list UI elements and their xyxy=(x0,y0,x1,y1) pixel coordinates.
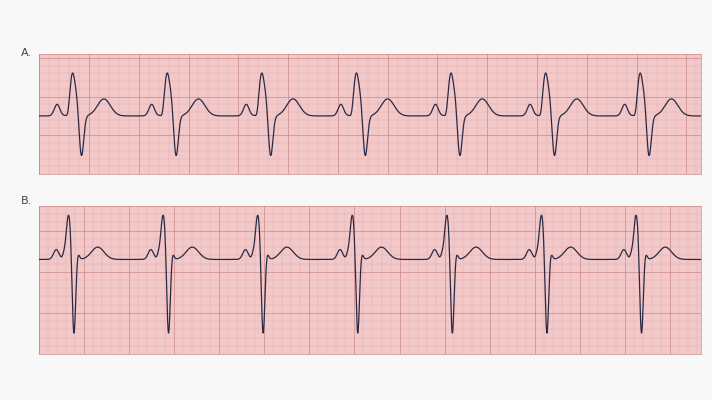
Text: B.: B. xyxy=(21,196,33,206)
Text: A.: A. xyxy=(21,48,32,58)
